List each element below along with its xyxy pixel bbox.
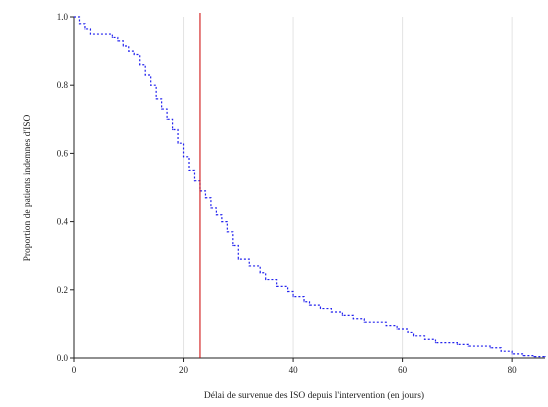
curve-point-48 [467,345,469,347]
curve-point-28 [248,265,250,267]
curve-point-9 [139,64,141,66]
curve-point-23 [215,214,217,216]
curve-point-5 [117,40,119,42]
curve-point-42 [396,328,398,330]
curve-point-25 [226,231,228,233]
curve-point-36 [319,307,322,310]
curve-point-16 [177,142,179,144]
series-layer [73,16,546,358]
curve-point-35 [308,304,311,306]
curve-point-52 [522,355,524,357]
curve-point-22 [210,207,212,209]
curve-point-12 [155,98,157,100]
curve-point-26 [232,244,234,247]
x-tick-label-1: 20 [179,365,189,375]
axes-layer [73,17,545,359]
curve-point-18 [188,169,190,172]
curve-point-40 [363,321,365,323]
curve-point-27 [237,258,239,260]
x-axis-title: Délai de survenue des ISO depuis l'inter… [204,390,424,401]
y-axis-title: Proportion de patients indemnes d'ISO [23,114,33,261]
curve-point-49 [489,347,491,349]
curve-point-21 [204,197,207,199]
curve-point-54 [544,356,546,358]
curve-point-44 [412,335,415,337]
curve-point-10 [144,74,146,76]
curve-point-4 [111,36,113,39]
curve-point-32 [286,290,289,293]
y-tick-label-3: 0.6 [57,148,69,158]
curve-point-3 [89,33,92,35]
curve-point-53 [533,356,535,358]
y-tick-label-4: 0.8 [57,80,69,90]
ticks-layer: 0 20 40 60 80 0.0 0.2 0.4 0.6 0.8 1.0 [57,12,517,375]
x-tick-label-3: 60 [398,365,408,375]
curve-point-50 [500,350,502,352]
y-tick-label-5: 1.0 [57,12,69,22]
x-tick-label-0: 0 [72,365,77,375]
curve-point-38 [341,314,343,316]
y-tick-label-2: 0.4 [57,217,69,227]
curve-point-17 [182,156,185,158]
curve-point-7 [128,50,130,52]
y-tick-label-0: 0.0 [57,353,69,363]
curve-point-39 [352,318,354,320]
curve-point-46 [434,342,437,344]
curve-point-2 [84,28,86,30]
curve-point-24 [221,221,223,223]
curve-point-30 [265,278,267,281]
curve-point-15 [171,128,174,131]
curve-point-43 [407,331,409,334]
curve-point-37 [330,311,333,313]
curve-point-1 [78,23,81,25]
curve-point-19 [193,180,196,182]
curve-point-8 [133,53,135,56]
curve-point-14 [166,118,168,120]
x-tick-label-2: 40 [289,365,299,375]
curve-point-6 [122,45,124,47]
x-tick-label-4: 80 [508,365,518,375]
y-tick-label-1: 0.2 [57,285,68,295]
curve-point-13 [161,108,163,110]
grid-layer [183,17,513,358]
survival-curve-0 [74,16,545,358]
curve-point-31 [276,285,278,287]
curve-point-51 [511,353,513,355]
curve-point-34 [303,301,305,303]
curve-point-47 [456,343,458,345]
curve-point-41 [385,325,387,327]
curve-point-45 [423,338,426,340]
curve-point-11 [150,84,152,86]
curve-point-29 [259,272,261,274]
curve-point-33 [292,296,294,298]
